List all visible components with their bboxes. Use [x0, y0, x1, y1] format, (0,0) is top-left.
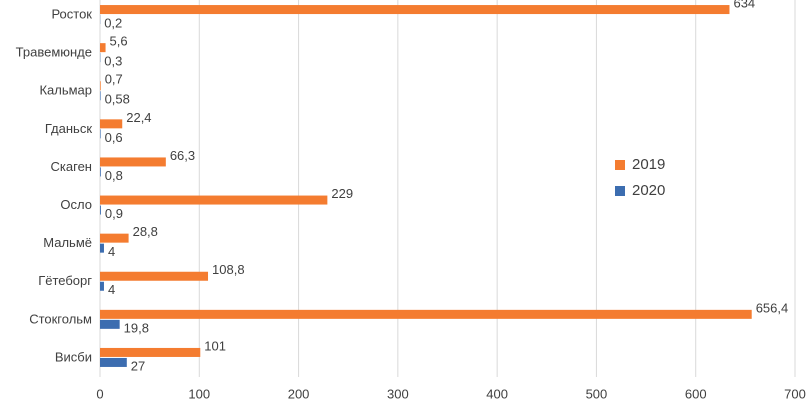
bar: [100, 319, 120, 329]
data-label: 22,4: [126, 110, 151, 125]
y-tick-label: Стокгольм: [29, 311, 92, 326]
x-tick-label: 100: [188, 386, 210, 401]
data-label: 28,8: [133, 224, 158, 239]
bar: [100, 167, 101, 177]
data-label: 0,7: [105, 72, 123, 87]
data-label: 0,3: [104, 54, 122, 69]
bar: [100, 129, 101, 139]
x-tick-label: 600: [685, 386, 707, 401]
data-label: 656,4: [756, 300, 789, 315]
bar: [100, 91, 101, 101]
bar: [100, 233, 129, 243]
legend-label: 2020: [632, 182, 665, 199]
y-tick-label: Кальмар: [39, 83, 92, 98]
data-label: 19,8: [124, 320, 149, 335]
legend-swatch: [615, 186, 625, 196]
data-label: 0,58: [105, 92, 130, 107]
x-tick-label: 300: [387, 386, 409, 401]
data-label: 0,9: [105, 206, 123, 221]
y-tick-label: Висби: [55, 349, 92, 364]
legend-label: 2019: [632, 156, 665, 173]
x-tick-label: 0: [96, 386, 103, 401]
bar: [100, 281, 104, 291]
data-label: 0,8: [105, 168, 123, 183]
y-tick-label: Осло: [60, 197, 92, 212]
x-tick-label: 700: [784, 386, 806, 401]
bar: [100, 5, 730, 15]
bar: [100, 309, 752, 319]
bar: [100, 43, 106, 53]
bar: [100, 347, 201, 357]
data-label: 66,3: [170, 148, 195, 163]
y-tick-label: Гданьск: [45, 121, 92, 136]
y-tick-label: Гётеборг: [38, 273, 92, 288]
data-label: 4: [108, 282, 115, 297]
y-tick-label: Травемюнде: [16, 45, 92, 60]
data-label: 5,6: [110, 34, 128, 49]
bar: [100, 271, 209, 281]
data-label: 229: [331, 186, 353, 201]
bar: [100, 357, 127, 367]
bar: [100, 81, 101, 91]
data-label: 0,6: [105, 130, 123, 145]
data-label: 27: [131, 358, 145, 373]
data-label: 101: [204, 338, 226, 353]
data-label: 4: [108, 244, 115, 259]
legend-swatch: [615, 160, 625, 170]
data-label: 634: [733, 0, 755, 10]
x-tick-label: 500: [586, 386, 608, 401]
bar: [100, 205, 101, 215]
data-label: 0,2: [104, 15, 122, 30]
bar: [100, 195, 328, 205]
y-tick-label: Росток: [51, 6, 92, 21]
y-tick-label: Скаген: [51, 159, 92, 174]
bar: [100, 119, 123, 129]
bar: [100, 157, 166, 167]
data-label: 108,8: [212, 262, 245, 277]
x-tick-label: 400: [486, 386, 508, 401]
y-tick-label: Мальмё: [43, 235, 92, 250]
bar: [100, 243, 104, 253]
x-tick-label: 200: [288, 386, 310, 401]
